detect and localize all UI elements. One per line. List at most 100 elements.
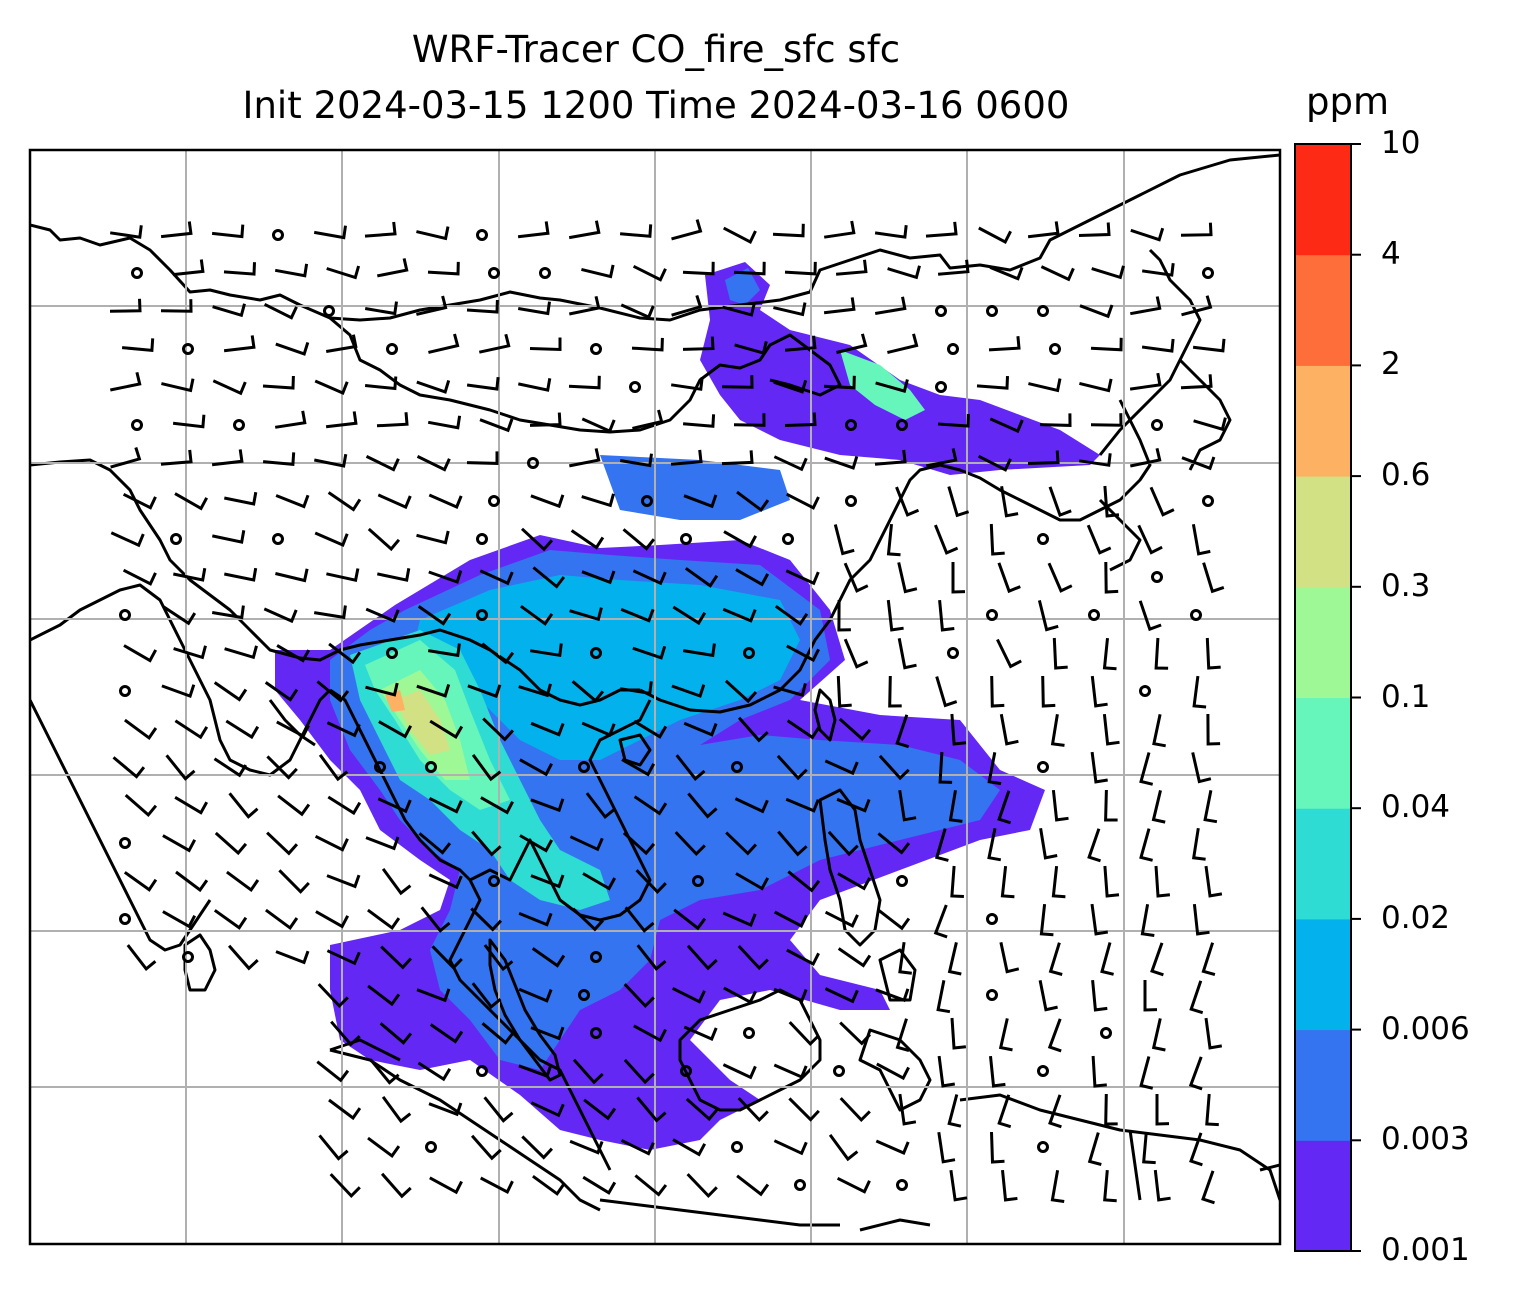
wind-barb bbox=[212, 379, 247, 396]
wind-barb bbox=[1149, 486, 1175, 517]
wind-barb bbox=[479, 418, 514, 433]
wind-barb bbox=[773, 455, 808, 472]
wind-barb bbox=[520, 604, 554, 626]
wind-barb bbox=[1204, 1017, 1223, 1050]
wind-barb bbox=[632, 409, 664, 430]
wind-barb bbox=[737, 1097, 769, 1123]
wind-barb bbox=[1001, 1169, 1018, 1202]
wind-barb bbox=[1192, 675, 1207, 709]
colorbar-tick-label: 0.6 bbox=[1381, 457, 1431, 494]
wind-barb bbox=[672, 1138, 707, 1157]
wind-barb bbox=[417, 1061, 452, 1082]
co-concentration-field bbox=[275, 262, 1100, 1150]
wind-barb bbox=[935, 676, 958, 708]
wind-barb bbox=[837, 599, 851, 632]
wind-barb bbox=[416, 530, 450, 545]
wind-barb bbox=[1079, 378, 1113, 393]
wind-barb bbox=[429, 719, 464, 739]
wind-barb bbox=[1039, 827, 1058, 860]
wind-barb bbox=[937, 413, 970, 428]
wind-barb bbox=[211, 449, 244, 467]
wind-barb bbox=[480, 1176, 514, 1195]
wind-barb bbox=[824, 759, 859, 776]
wind-barb bbox=[569, 448, 601, 468]
wind-barb bbox=[624, 906, 655, 933]
wind-barb bbox=[1038, 980, 1058, 1012]
wind-barb bbox=[1150, 942, 1164, 977]
colorbar-bin-9 bbox=[1295, 144, 1351, 256]
wind-barb bbox=[682, 336, 715, 351]
calm-wind-marker bbox=[182, 343, 194, 355]
wind-barb bbox=[276, 720, 310, 739]
wind-barb bbox=[1180, 374, 1213, 390]
wind-barb bbox=[124, 718, 158, 741]
calm-wind-marker bbox=[476, 229, 488, 241]
wind-barb bbox=[1078, 222, 1111, 237]
calm-wind-marker bbox=[1088, 609, 1100, 621]
wind-barb bbox=[989, 1055, 1006, 1088]
calm-wind-marker bbox=[641, 495, 653, 507]
wind-barb bbox=[988, 336, 1021, 352]
wind-barb bbox=[327, 491, 362, 512]
wind-barb bbox=[723, 986, 757, 1005]
wind-barb bbox=[1051, 865, 1066, 899]
wind-barb bbox=[174, 492, 209, 511]
wind-barb bbox=[124, 793, 158, 818]
calm-wind-marker bbox=[986, 989, 998, 1001]
wind-barb bbox=[377, 493, 412, 510]
colorbar-bin-0 bbox=[1295, 1140, 1351, 1252]
wind-barb bbox=[316, 1060, 350, 1083]
wind-barb bbox=[686, 944, 718, 971]
wind-barb bbox=[582, 872, 617, 891]
wind-barb bbox=[325, 411, 358, 429]
wind-barb bbox=[583, 1098, 617, 1121]
wind-barb bbox=[895, 1018, 910, 1053]
wind-barb bbox=[365, 607, 400, 623]
wind-barb bbox=[1188, 1056, 1203, 1091]
wind-barb bbox=[1047, 1018, 1062, 1053]
wind-barb bbox=[632, 569, 667, 586]
wind-barb bbox=[1091, 979, 1108, 1012]
wind-barb bbox=[1028, 378, 1062, 393]
wind-barb bbox=[427, 415, 462, 430]
wind-barb bbox=[569, 835, 604, 852]
wind-barb bbox=[1050, 1169, 1065, 1203]
wind-barb bbox=[634, 1174, 668, 1197]
calm-wind-marker bbox=[794, 1179, 806, 1191]
wind-barb bbox=[1087, 1132, 1102, 1166]
colorbar-tick-label: 0.006 bbox=[1381, 1010, 1470, 1047]
calm-wind-marker bbox=[323, 305, 335, 317]
calm-wind-marker bbox=[131, 267, 143, 279]
wind-barb bbox=[165, 754, 196, 781]
wind-barb bbox=[263, 607, 298, 624]
wind-barb bbox=[722, 911, 757, 927]
wind-barb bbox=[888, 675, 902, 708]
wind-barb bbox=[838, 717, 872, 742]
calm-wind-marker bbox=[896, 1179, 908, 1191]
wind-barb bbox=[1048, 942, 1063, 976]
calm-wind-marker bbox=[1037, 761, 1049, 773]
wind-barb bbox=[998, 1018, 1013, 1052]
wind-barb bbox=[417, 605, 452, 626]
field-level-6 bbox=[395, 690, 450, 755]
wind-barb bbox=[635, 869, 667, 894]
wind-barb bbox=[623, 983, 655, 1009]
wind-barb bbox=[786, 644, 820, 663]
wind-barb bbox=[225, 719, 260, 740]
wind-barb bbox=[987, 828, 1002, 862]
wind-barb bbox=[481, 1022, 515, 1045]
wind-barb bbox=[734, 797, 769, 814]
wind-barb bbox=[518, 987, 553, 1003]
wind-barb bbox=[670, 377, 704, 391]
colorbar-tick-label: 4 bbox=[1381, 235, 1401, 272]
wind-barb bbox=[274, 263, 309, 278]
hainan bbox=[618, 733, 652, 767]
wind-barb bbox=[568, 220, 601, 240]
wind-barb bbox=[470, 907, 502, 932]
wind-barb bbox=[262, 375, 295, 390]
wind-barb bbox=[429, 1176, 463, 1195]
wind-barb bbox=[683, 494, 718, 509]
wind-barb bbox=[1193, 417, 1227, 432]
wind-barb bbox=[950, 1017, 967, 1050]
wind-barb bbox=[569, 1139, 604, 1155]
